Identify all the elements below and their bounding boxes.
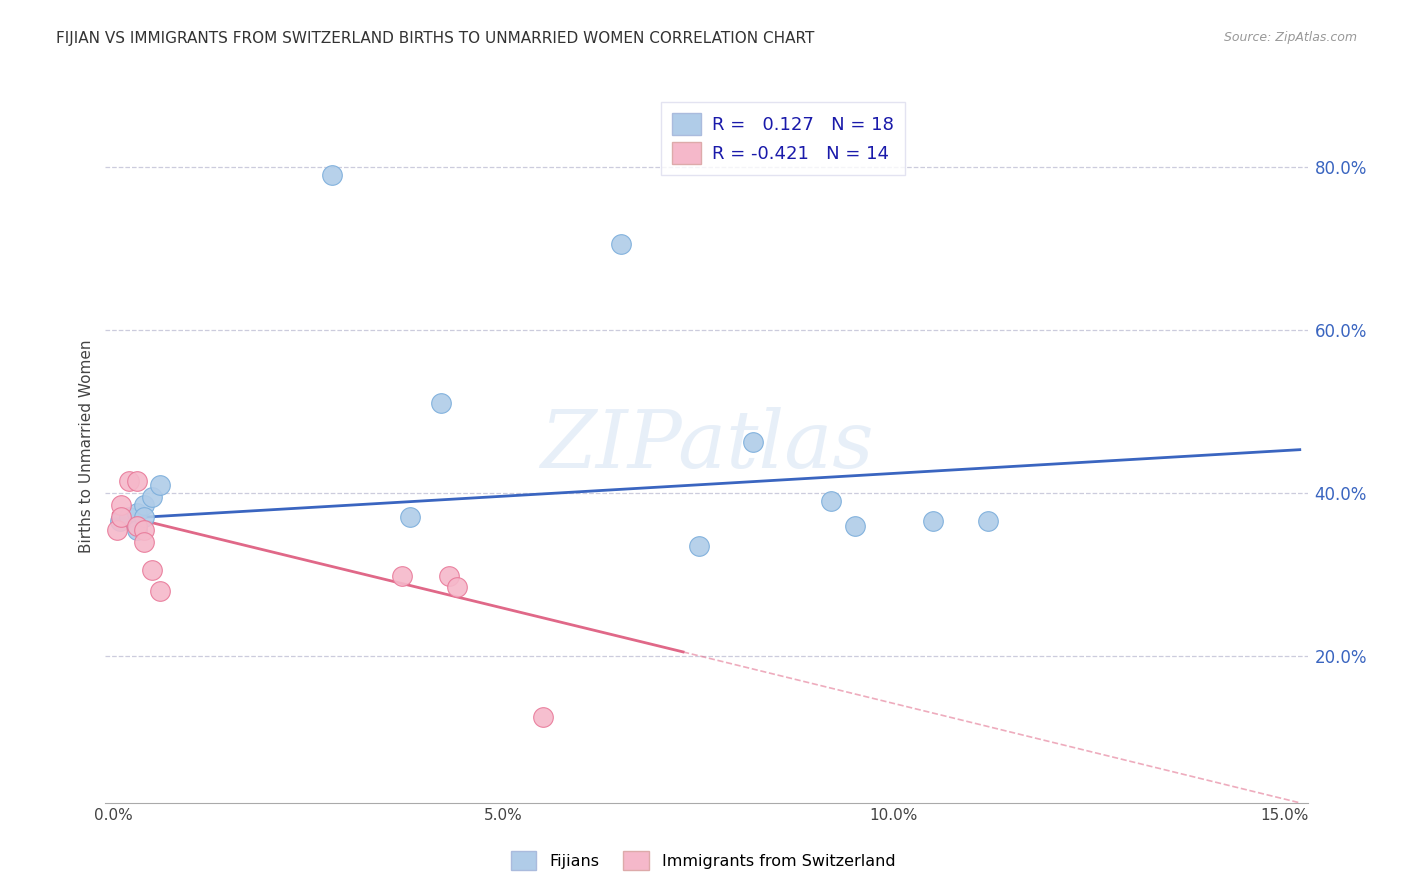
Point [688, 539, 710, 553]
Y-axis label: Births to Unmarried Women: Births to Unmarried Women [79, 339, 94, 553]
Point [125, 474, 148, 488]
Text: Source: ZipAtlas.com: Source: ZipAtlas.com [1223, 31, 1357, 45]
Point [110, 498, 132, 512]
Point [976, 515, 998, 529]
Point [391, 569, 413, 583]
Point [844, 518, 866, 533]
Legend: Fijians, Immigrants from Switzerland: Fijians, Immigrants from Switzerland [505, 845, 901, 877]
Text: ZIPatlas: ZIPatlas [540, 408, 873, 484]
Point [141, 563, 163, 577]
Point [437, 569, 460, 583]
Point [134, 523, 156, 537]
Point [134, 510, 156, 524]
Point [430, 396, 453, 410]
Point [118, 474, 141, 488]
Text: FIJIAN VS IMMIGRANTS FROM SWITZERLAND BIRTHS TO UNMARRIED WOMEN CORRELATION CHAR: FIJIAN VS IMMIGRANTS FROM SWITZERLAND BI… [56, 31, 814, 46]
Point [446, 580, 468, 594]
Point [399, 510, 422, 524]
Legend: R =   0.127   N = 18, R = -0.421   N = 14: R = 0.127 N = 18, R = -0.421 N = 14 [661, 102, 904, 175]
Point [134, 534, 156, 549]
Point [125, 523, 148, 537]
Point [742, 435, 765, 450]
Point [141, 490, 163, 504]
Point [321, 168, 343, 182]
Point [110, 510, 132, 524]
Point [108, 515, 131, 529]
Point [125, 518, 148, 533]
Point [134, 498, 156, 512]
Point [149, 583, 172, 598]
Point [125, 506, 148, 520]
Point [531, 710, 554, 724]
Point [118, 510, 141, 524]
Point [609, 237, 631, 252]
Point [820, 494, 842, 508]
Point [105, 523, 128, 537]
Point [922, 515, 945, 529]
Point [149, 477, 172, 491]
